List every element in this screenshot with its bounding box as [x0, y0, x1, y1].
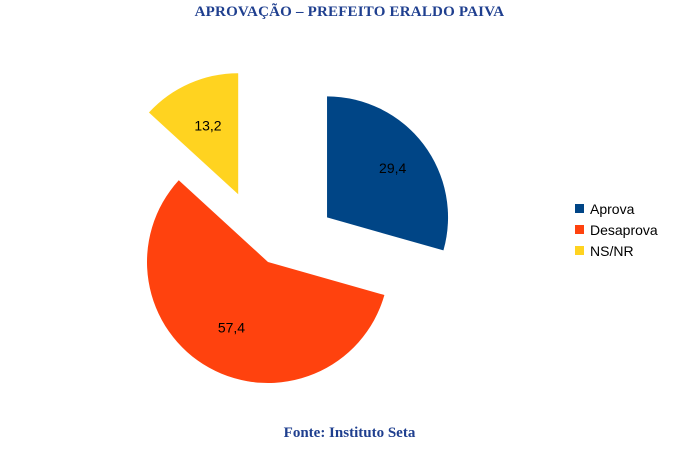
legend-swatch-desaprova — [575, 225, 584, 234]
legend-item-desaprova: Desaprova — [575, 219, 658, 240]
slice-nsnr — [148, 73, 239, 195]
label-desaprova: 57,4 — [218, 320, 245, 336]
label-aprova: 29,4 — [379, 160, 406, 176]
legend-item-aprova: Aprova — [575, 198, 658, 219]
legend-swatch-aprova — [575, 204, 584, 213]
source-caption: Fonte: Instituto Seta — [283, 425, 416, 441]
slice-desaprova — [146, 180, 385, 384]
legend-label-aprova: Aprova — [590, 200, 635, 217]
legend-label-nsnr: NS/NR — [590, 242, 634, 259]
legend-swatch-nsnr — [575, 246, 584, 255]
chart-legend: Aprova Desaprova NS/NR — [575, 198, 658, 261]
chart-title: APROVAÇÃO – PREFEITO ERALDO PAIVA — [194, 4, 505, 20]
legend-item-nsnr: NS/NR — [575, 240, 658, 261]
slice-aprova — [327, 96, 449, 251]
label-nsnr: 13,2 — [194, 118, 221, 134]
legend-label-desaprova: Desaprova — [590, 221, 658, 238]
